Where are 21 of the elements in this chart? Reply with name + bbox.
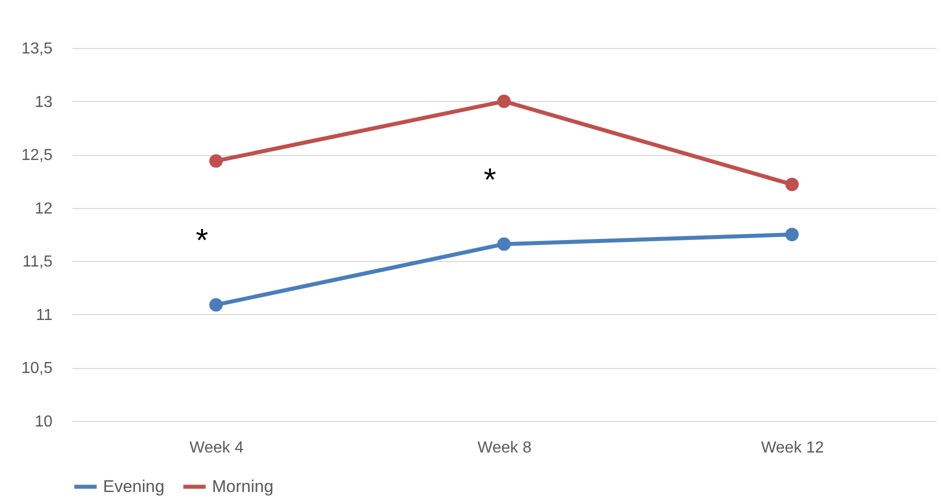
point — [209, 298, 223, 312]
annotation: * — [196, 222, 208, 258]
y-tick-label: 12 — [34, 200, 53, 218]
y-tick-label: 10,5 — [21, 360, 53, 378]
point — [785, 228, 799, 242]
y-tick-label: 11,5 — [22, 254, 53, 271]
y-tick-label: 12,5 — [21, 147, 53, 164]
point — [209, 154, 223, 168]
x-tick-label: Week 8 — [478, 440, 532, 456]
y-tick-label: 13 — [34, 94, 53, 111]
legend-label: Evening — [103, 476, 164, 496]
y-tick-label: 11 — [36, 306, 53, 324]
x-tick-label: Week 4 — [190, 440, 244, 456]
y-tick-label: 10 — [34, 414, 53, 430]
point — [497, 94, 511, 108]
x-tick-label: Week 12 — [761, 440, 824, 456]
legend-label: Morning — [212, 476, 274, 496]
y-tick-label: 13,5 — [21, 40, 53, 58]
annotation: * — [484, 162, 496, 198]
point — [497, 237, 511, 251]
point — [785, 178, 799, 192]
